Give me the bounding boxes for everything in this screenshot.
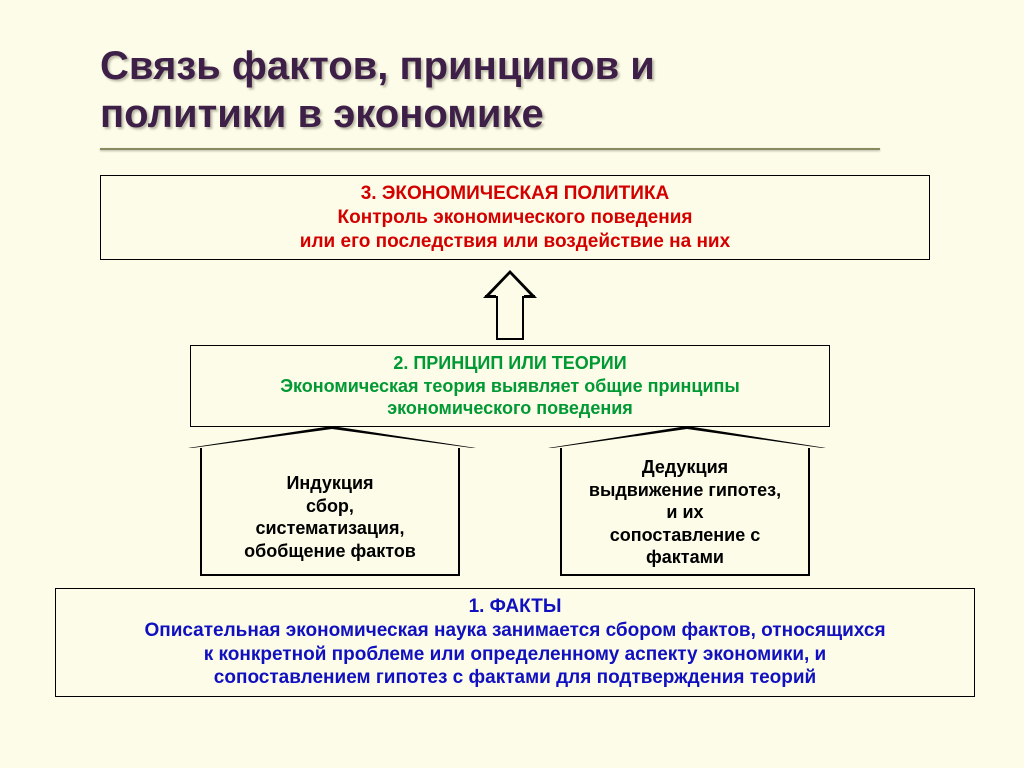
box1-l4: сопоставлением гипотез с фактами для под… — [64, 666, 966, 690]
box1-heading: 1. ФАКТЫ — [64, 595, 966, 619]
title-underline — [100, 148, 880, 150]
slide-title: Связь фактов, принципов и политики в эко… — [100, 42, 655, 138]
box2-heading: 2. ПРИНЦИП ИЛИ ТЕОРИИ — [199, 352, 821, 375]
induction-title: Индукция — [202, 472, 458, 495]
induction-l3: систематизация, — [202, 517, 458, 540]
deduction-l2: выдвижение гипотез, — [562, 479, 808, 502]
deduction-title: Дедукция — [562, 456, 808, 479]
arrow-up-icon — [485, 270, 535, 340]
box2-line3: экономического поведения — [199, 397, 821, 420]
induction-l2: сбор, — [202, 495, 458, 518]
box-policy: 3. ЭКОНОМИЧЕСКАЯ ПОЛИТИКА Контроль эконо… — [100, 175, 930, 260]
box3-line3: или его последствия или воздействие на н… — [109, 230, 921, 254]
box-theory: 2. ПРИНЦИП ИЛИ ТЕОРИИ Экономическая теор… — [190, 345, 830, 427]
box3-line2: Контроль экономического поведения — [109, 206, 921, 230]
deduction-l5: фактами — [562, 546, 808, 569]
box1-l2: Описательная экономическая наука занимае… — [64, 619, 966, 643]
title-line2: политики в экономике — [100, 92, 544, 136]
box2-line2: Экономическая теория выявляет общие прин… — [199, 375, 821, 398]
box-deduction: Дедукция выдвижение гипотез, и их сопост… — [560, 448, 810, 576]
box1-l3: к конкретной проблеме или определенному … — [64, 643, 966, 667]
induction-l4: обобщение фактов — [202, 540, 458, 563]
box3-heading: 3. ЭКОНОМИЧЕСКАЯ ПОЛИТИКА — [109, 182, 921, 206]
deduction-l3: и их — [562, 501, 808, 524]
title-line1: Связь фактов, принципов и — [100, 44, 655, 88]
deduction-l4: сопоставление с — [562, 524, 808, 547]
box-induction: Индукция сбор, систематизация, обобщение… — [200, 448, 460, 576]
box-facts: 1. ФАКТЫ Описательная экономическая наук… — [55, 588, 975, 697]
